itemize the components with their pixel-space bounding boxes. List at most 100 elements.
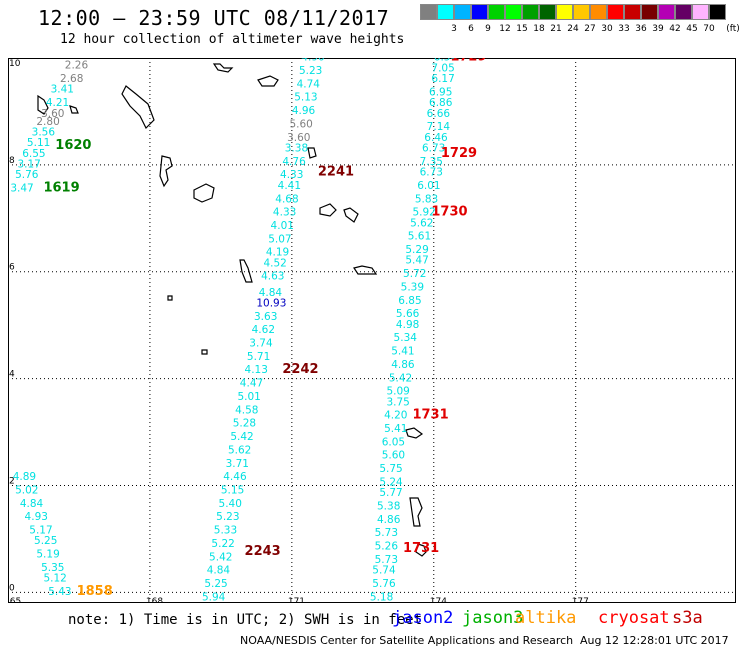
legend-swatch [420,4,437,20]
x-tick-label: 168 [146,597,163,603]
swh-value: 5.24 [379,476,403,488]
swh-value: 5.42 [389,372,412,384]
legend-label: 6 [468,24,474,34]
swh-value: 5.17 [29,525,52,537]
swh-value: 5.66 [396,308,420,320]
island [212,63,234,73]
pass-time: 1619 [43,181,79,196]
swh-value: 5.41 [391,346,414,358]
legend-swatch [437,4,454,20]
swh-value: 4.63 [261,271,284,283]
legend-label: 3 [451,24,457,34]
legend-label: 9 [485,24,491,34]
swh-value: 5.29 [405,244,428,256]
swh-value: 5.25 [34,535,57,547]
swh-value: 5.60 [289,118,312,130]
swh-value: 4.90 [301,58,324,64]
swh-value: 4.20 [384,410,407,422]
wave-height-map: 1651681711741770246810 2.262.683.414.213… [8,58,736,603]
legend-label: 70 [703,24,715,34]
swh-value: 4.33 [273,207,296,219]
pass-time: 2243 [245,544,281,559]
legend-swatch [471,4,488,20]
swh-value: 5.75 [379,463,402,475]
y-tick-label: 6 [9,263,15,273]
generated-timestamp: Aug 12 12:28:01 UTC 2017 [580,634,729,647]
island [121,85,155,130]
swh-value: 5.35 [41,562,64,574]
swh-value: 2.80 [36,116,59,128]
swh-value: 6.55 [22,148,45,160]
swh-value: 5.72 [403,268,426,280]
swh-value: 5.33 [214,525,237,537]
legend-swatch [624,4,641,20]
swh-value: 6.17 [431,73,454,85]
x-tick-label: 174 [430,597,447,603]
pass-time: 1731 [403,541,439,556]
legend-swatch [522,4,539,20]
legend-label: 18 [533,24,545,34]
swh-value: 5.38 [377,500,400,512]
legend-swatch [607,4,624,20]
x-tick-label: 171 [288,597,305,603]
swh-value: 5.76 [372,578,396,590]
island [193,183,215,203]
legend-label: 36 [635,24,647,34]
swh-value: 2.68 [60,73,83,85]
legend-swatch [454,4,471,20]
island [69,105,79,114]
swh-value: 4.86 [377,514,401,526]
legend-label: 24 [567,24,579,34]
swh-value: 5.60 [382,450,405,462]
island [257,75,279,87]
swh-value: 5.42 [209,551,232,563]
island [415,543,427,557]
swh-value: 7.05 [431,62,454,74]
swh-value: 4.84 [207,565,231,577]
pass-time: 1731 [412,408,448,423]
island [201,349,208,355]
swh-value: 5.40 [219,498,242,510]
legend-label: 21 [550,24,562,34]
legend-swatch [505,4,522,20]
swh-value: 6.01 [417,180,440,192]
legend-swatch [488,4,505,20]
legend-swatch [692,4,709,20]
satellite-altika: altika [515,608,577,628]
swh-values: 2.262.683.414.213.602.803.565.116.553.17… [10,58,457,603]
swh-value: 5.23 [216,511,239,523]
axis-ticks: 165 168 171 174 177 0 2 4 6 8 10 [8,59,589,603]
pass-time: 1730 [431,205,467,220]
swh-value: 10.93 [256,297,286,309]
swh-value: 5.01 [237,391,260,403]
swh-value: 4.19 [266,247,289,259]
swh-value: 7.14 [427,121,451,133]
swh-value: 5.77 [379,487,402,499]
swh-value: 5.43 [48,586,71,598]
swh-value: 4.86 [391,359,415,371]
swh-value: 4.01 [271,220,294,232]
swh-value: 5.34 [394,332,418,344]
swh-value: 5.73 [375,554,398,566]
island [319,203,337,217]
swh-value: 5.12 [43,573,66,585]
swh-value: 3.41 [51,84,74,96]
swh-value: 4.62 [252,324,275,336]
satellite-jason2: jason2 [392,608,454,628]
swh-value: 5.71 [247,351,270,363]
swh-value: 3.47 [10,183,33,195]
credit-line: NOAA/NESDIS Center for Satellite Applica… [240,634,574,647]
y-tick-label: 8 [9,156,15,166]
swh-value: 5.02 [15,484,38,496]
swh-value: 6.85 [398,295,421,307]
swh-value: 6.05 [382,436,405,448]
legend-label: 30 [601,24,613,34]
x-tick-label: 165 [8,597,21,603]
swh-value: 3.71 [226,458,249,470]
swh-value: 5.41 [384,423,407,435]
swh-value: 6.86 [429,97,453,109]
swh-value: 5.73 [375,527,398,539]
island [405,427,424,439]
swh-value: 4.33 [280,169,303,181]
swh-value: 5.07 [268,233,291,245]
